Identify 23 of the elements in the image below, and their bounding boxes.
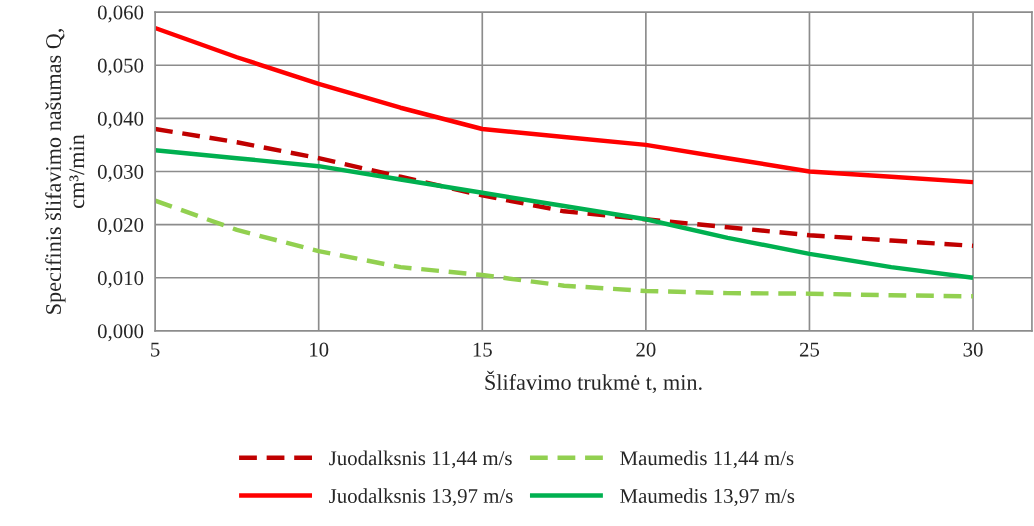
y-tick-label: 0,040 [97, 111, 144, 129]
line-series [155, 198, 976, 299]
line-series [155, 25, 976, 185]
y-tick-label: 0,030 [97, 164, 144, 182]
y-tick-label: 0,000 [97, 324, 144, 342]
y-tick-label: 0,020 [97, 217, 144, 236]
line-series [155, 126, 976, 249]
x-tick-label: 5 [151, 342, 160, 357]
x-tick-label: 10 [310, 342, 329, 357]
legend-label: Juodalksnis 13,97 m/s [329, 488, 513, 507]
line-series [155, 148, 976, 280]
y-tick-label: 0,010 [97, 271, 144, 289]
x-axis-title: Šlifavimo trukmė t, min. [485, 370, 702, 394]
x-tick-label: 25 [799, 342, 820, 357]
legend-label: Maumedis 11,44 m/s [620, 450, 794, 469]
legend-label: Juodalksnis 11,44 m/s [329, 450, 512, 469]
y-tick-label: 0,060 [97, 5, 144, 23]
x-tick-label: 20 [636, 342, 656, 357]
legend-label: Maumedis 13,97 m/s [620, 488, 795, 507]
x-tick-label: 30 [963, 342, 983, 357]
y-tick-label: 0,050 [97, 58, 144, 76]
y-axis-title: Specifinis šlifavimo našumas Q, cm³/min [45, 29, 85, 314]
x-tick-label: 15 [473, 342, 492, 357]
